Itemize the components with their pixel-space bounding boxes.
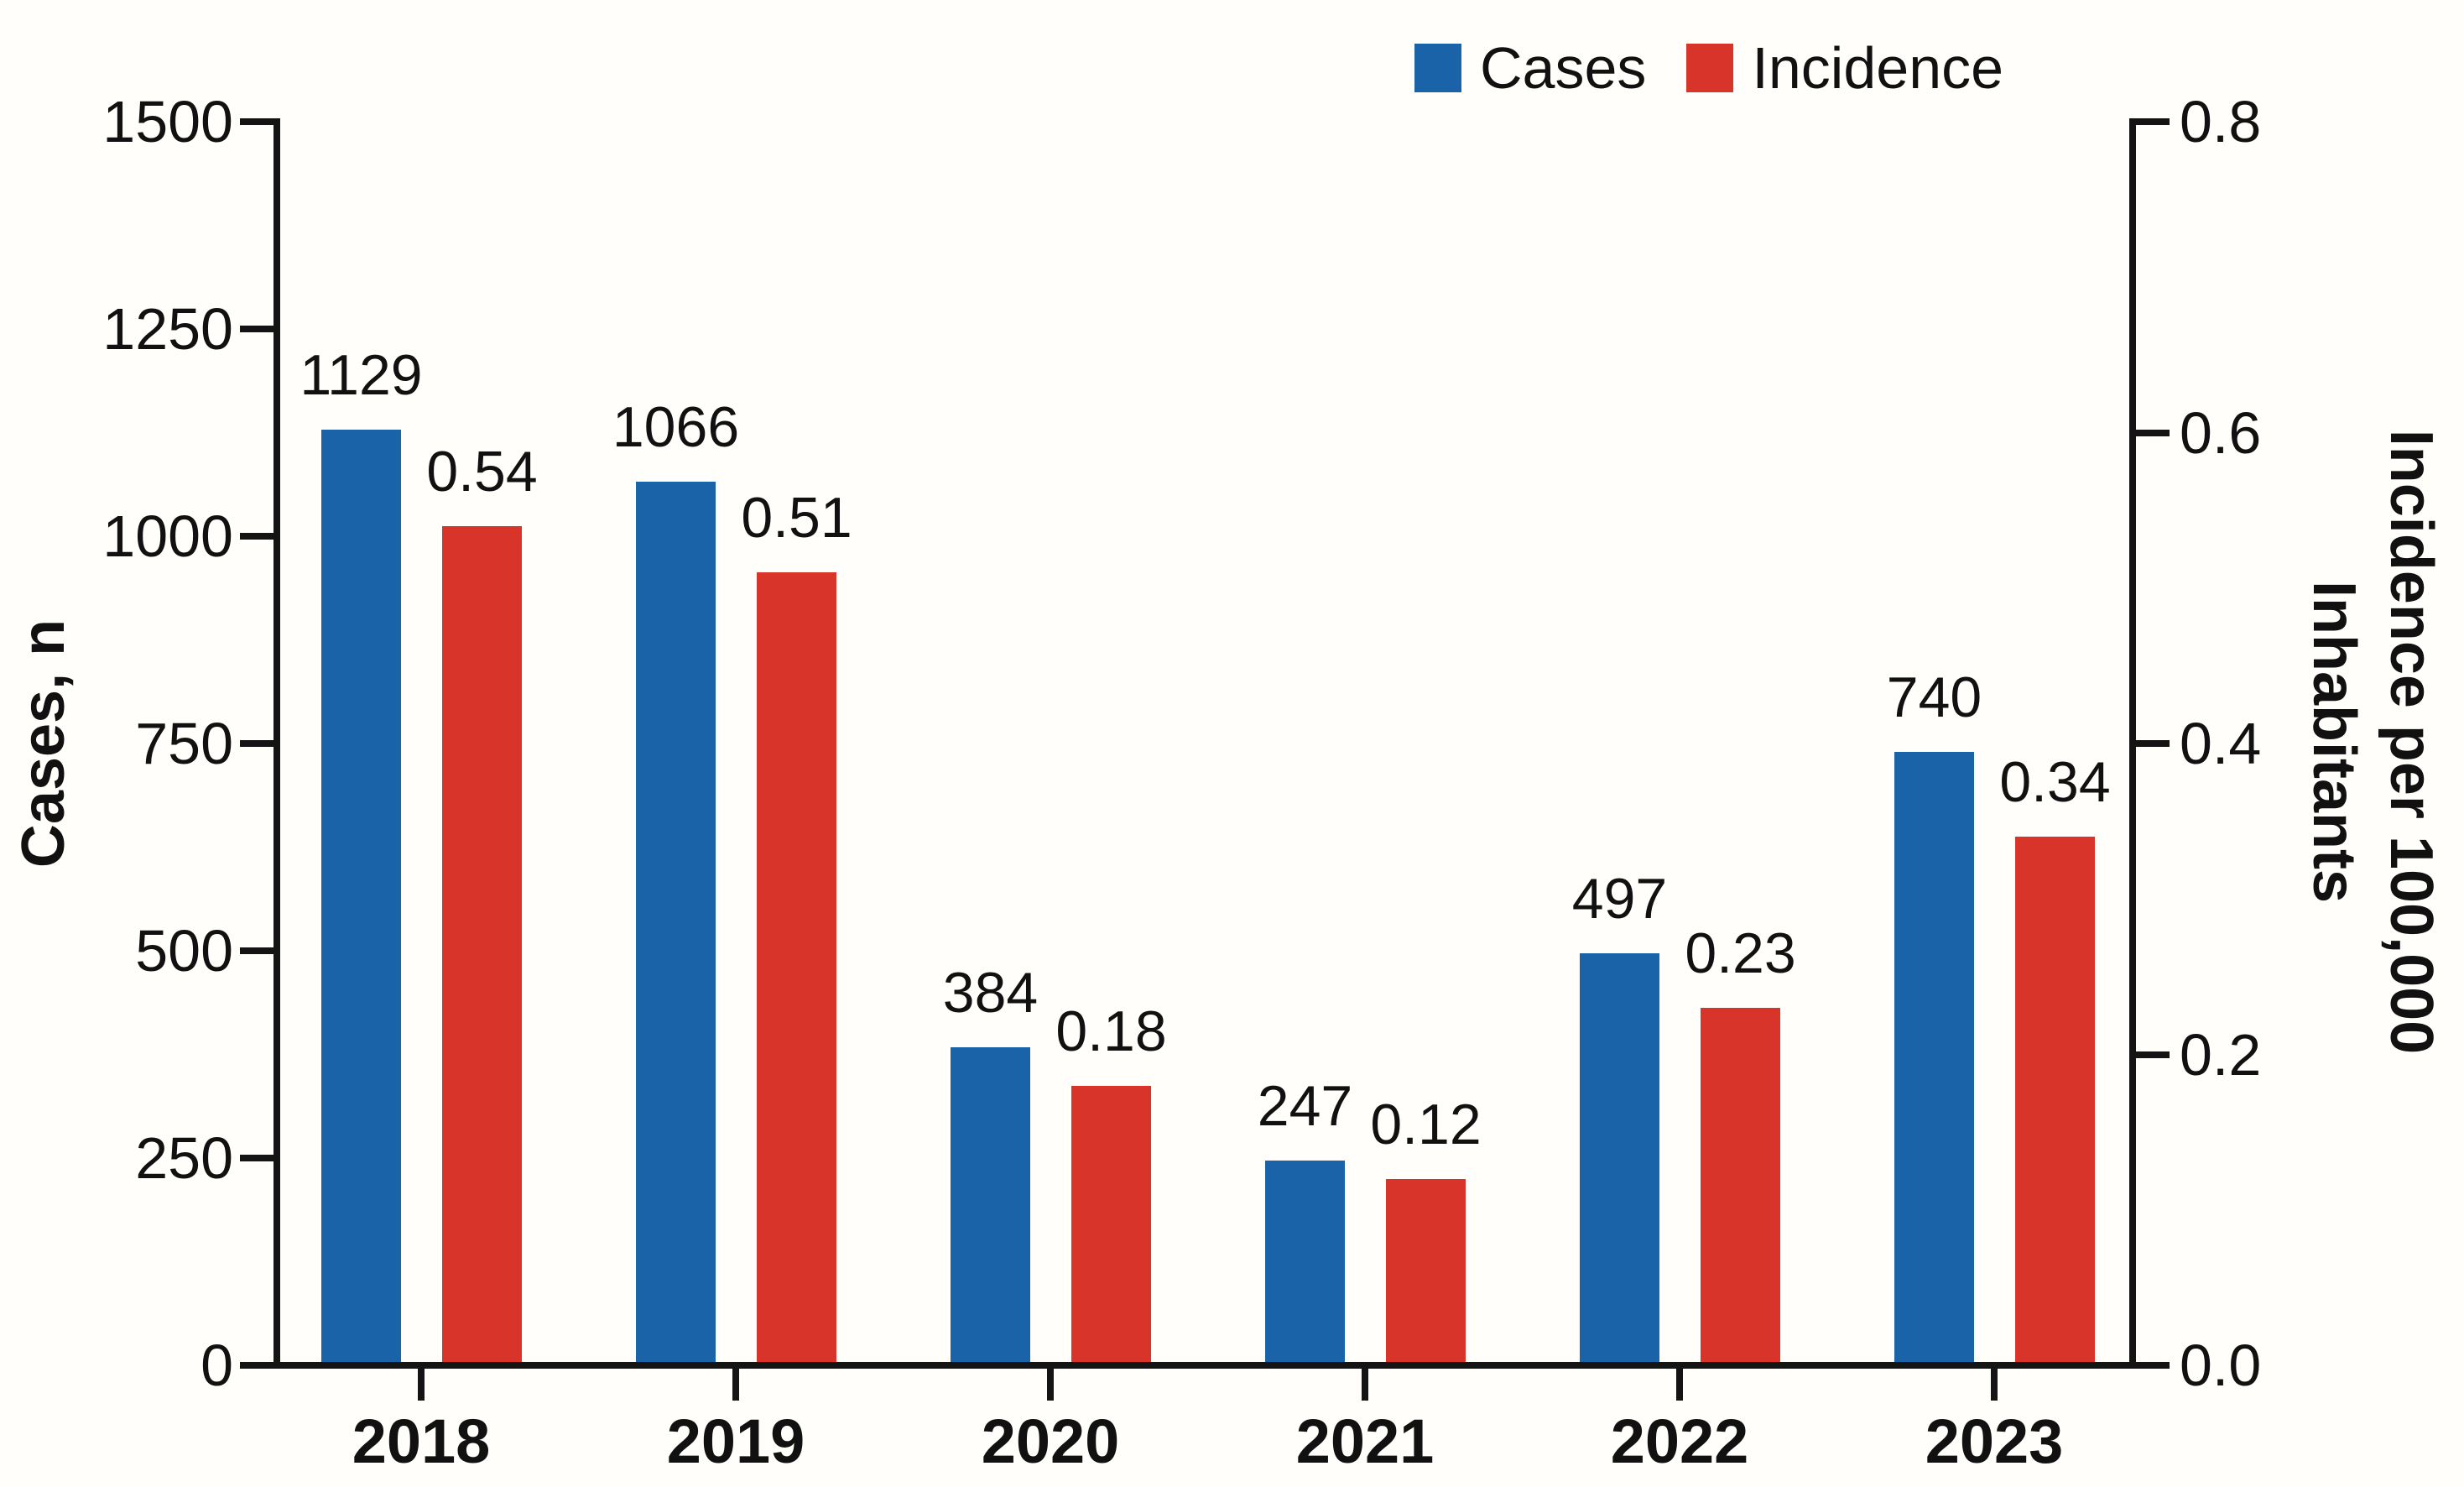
value-label-incidence-2019: 0.51 xyxy=(741,486,852,550)
x-axis-label-2019: 2019 xyxy=(666,1406,805,1476)
value-label-incidence-2020: 0.18 xyxy=(1055,999,1167,1063)
left-y-axis-tick xyxy=(240,533,273,540)
right-y-axis-tick-label: 0.8 xyxy=(2180,89,2262,154)
value-label-incidence-2021: 0.12 xyxy=(1370,1092,1482,1156)
value-label-cases-2021: 247 xyxy=(1257,1073,1353,1138)
value-label-incidence-2022: 0.23 xyxy=(1685,921,1796,985)
left-y-axis-tick xyxy=(240,326,273,332)
value-label-incidence-2023: 0.34 xyxy=(1999,750,2111,815)
right-axis-title-line2: Inhabitants xyxy=(2300,580,2368,903)
right-y-axis-tick xyxy=(2136,740,2170,747)
x-axis-tick xyxy=(1991,1369,1998,1401)
bar-incidence-2021 xyxy=(1386,1178,1466,1362)
value-label-incidence-2018: 0.54 xyxy=(426,439,538,503)
x-axis-label-2022: 2022 xyxy=(1610,1406,1749,1476)
value-label-cases-2023: 740 xyxy=(1886,665,1982,729)
value-label-cases-2018: 1129 xyxy=(300,342,423,407)
right-y-axis-tick xyxy=(2136,1051,2170,1058)
bar-cases-2021 xyxy=(1265,1160,1345,1362)
bar-cases-2018 xyxy=(321,429,401,1362)
x-axis-label-2018: 2018 xyxy=(352,1406,491,1476)
x-axis-tick xyxy=(732,1369,739,1401)
left-y-axis-line xyxy=(273,118,280,1369)
left-y-axis-tick-label: 1000 xyxy=(102,503,233,569)
right-y-axis-tick-label: 0.4 xyxy=(2180,711,2262,776)
x-axis-label-2023: 2023 xyxy=(1925,1406,2064,1476)
bar-incidence-2019 xyxy=(757,572,836,1362)
bar-incidence-2022 xyxy=(1701,1007,1780,1362)
right-y-axis-tick xyxy=(2136,118,2170,125)
right-y-axis-tick xyxy=(2136,1362,2170,1369)
bar-incidence-2023 xyxy=(2015,837,2095,1362)
left-y-axis-tick xyxy=(240,740,273,747)
right-axis-title-line1: Incidence per 100,000 xyxy=(2378,429,2445,1055)
value-label-cases-2020: 384 xyxy=(942,960,1039,1025)
x-axis-tick xyxy=(1676,1369,1683,1401)
incidence-color-swatch xyxy=(1686,44,1734,92)
x-axis-tick xyxy=(418,1369,425,1401)
right-y-axis-tick-label: 0.0 xyxy=(2180,1333,2262,1398)
cases-color-swatch xyxy=(1414,44,1461,92)
right-y-axis-line xyxy=(2129,118,2136,1369)
value-label-cases-2022: 497 xyxy=(1571,866,1668,931)
x-axis-tick xyxy=(1047,1369,1054,1401)
bar-cases-2019 xyxy=(636,481,716,1362)
left-y-axis-tick xyxy=(240,118,273,125)
left-y-axis-tick-label: 1250 xyxy=(102,296,233,362)
bar-cases-2020 xyxy=(951,1046,1030,1362)
legend-item-incidence: Incidence xyxy=(1686,37,2003,99)
left-y-axis-tick xyxy=(240,1362,273,1369)
left-y-axis-tick-label: 250 xyxy=(135,1125,233,1191)
x-axis-label-2020: 2020 xyxy=(981,1406,1120,1476)
left-y-axis-tick-label: 1500 xyxy=(102,89,233,154)
right-axis-title: Incidence per 100,000 Inhabitants xyxy=(2295,430,2450,1054)
bar-incidence-2020 xyxy=(1071,1085,1151,1362)
right-y-axis-tick xyxy=(2136,429,2170,436)
left-y-axis-tick-label: 750 xyxy=(135,711,233,776)
left-y-axis-tick xyxy=(240,947,273,954)
bar-incidence-2018 xyxy=(442,525,522,1362)
x-axis-label-2021: 2021 xyxy=(1295,1406,1435,1476)
legend-label-cases: Cases xyxy=(1480,35,1647,101)
left-y-axis-tick-label: 0 xyxy=(201,1333,233,1398)
right-y-axis-tick-label: 0.6 xyxy=(2180,399,2262,466)
bar-cases-2022 xyxy=(1580,952,1659,1362)
x-axis-line xyxy=(240,1362,2136,1369)
left-y-axis-tick xyxy=(240,1155,273,1161)
left-y-axis-tick-label: 500 xyxy=(135,918,233,984)
legend-item-cases: Cases xyxy=(1414,37,1646,99)
legend-label-incidence: Incidence xyxy=(1752,35,2004,101)
value-label-cases-2019: 1066 xyxy=(612,394,740,459)
bar-cases-2023 xyxy=(1894,751,1974,1362)
right-y-axis-tick-label: 0.2 xyxy=(2180,1021,2262,1088)
x-axis-tick xyxy=(1362,1369,1368,1401)
legend: Cases Incidence xyxy=(1414,37,2003,99)
